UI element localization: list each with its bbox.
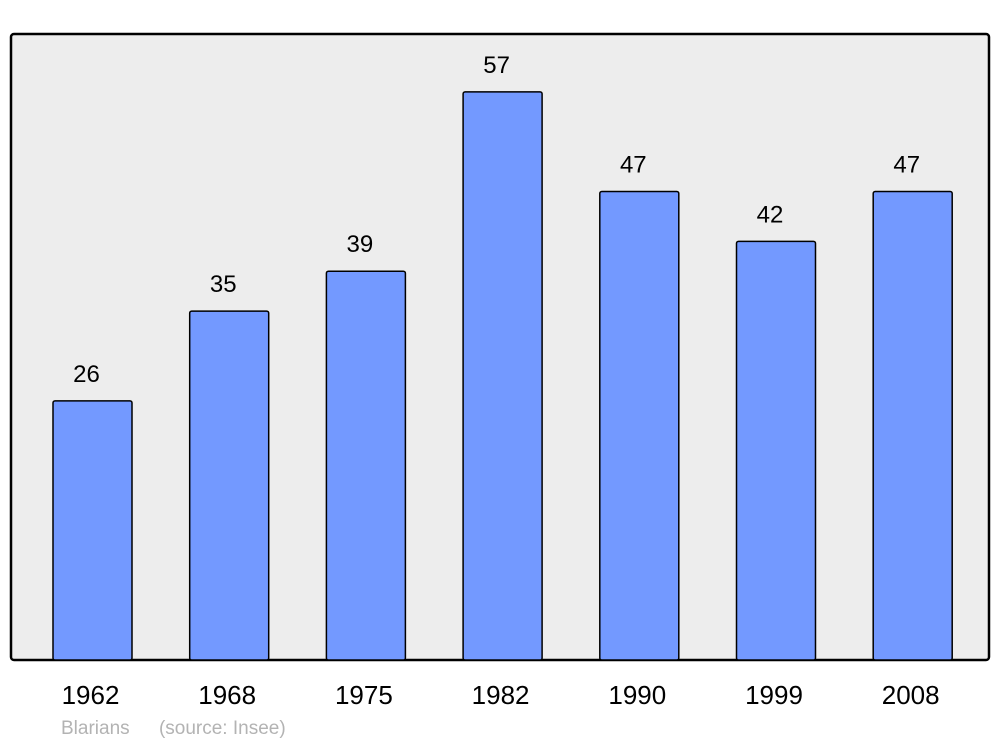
bar-1962 [52,400,133,661]
data-label-1982: 57 [483,52,510,79]
bar-2008 [872,190,953,661]
bar-1982 [462,91,543,661]
x-tick-label-1990: 1990 [608,680,666,710]
bar-1990 [599,190,680,661]
data-label-1999: 42 [757,201,784,228]
x-tick-label-1982: 1982 [472,680,530,710]
data-label-2008: 47 [893,151,920,178]
x-tick-label-1962: 1962 [62,680,120,710]
bar-1968 [188,310,270,661]
data-label-1990: 47 [620,151,647,178]
data-label-1968: 35 [210,271,237,298]
bar-1999 [735,240,817,661]
data-label-1975: 39 [347,231,374,258]
x-tick-label-1975: 1975 [335,680,393,710]
data-label-1962: 26 [73,361,100,388]
bar-1975 [325,270,407,661]
x-tick-label-1999: 1999 [745,680,803,710]
source-note: (source: Insee) [158,718,286,739]
x-tick-label-2008: 2008 [882,680,940,710]
place-name: Blarians [61,718,130,739]
x-tick-label-1968: 1968 [198,680,256,710]
chart-footer: Blarians (source: Insee) [61,718,310,740]
